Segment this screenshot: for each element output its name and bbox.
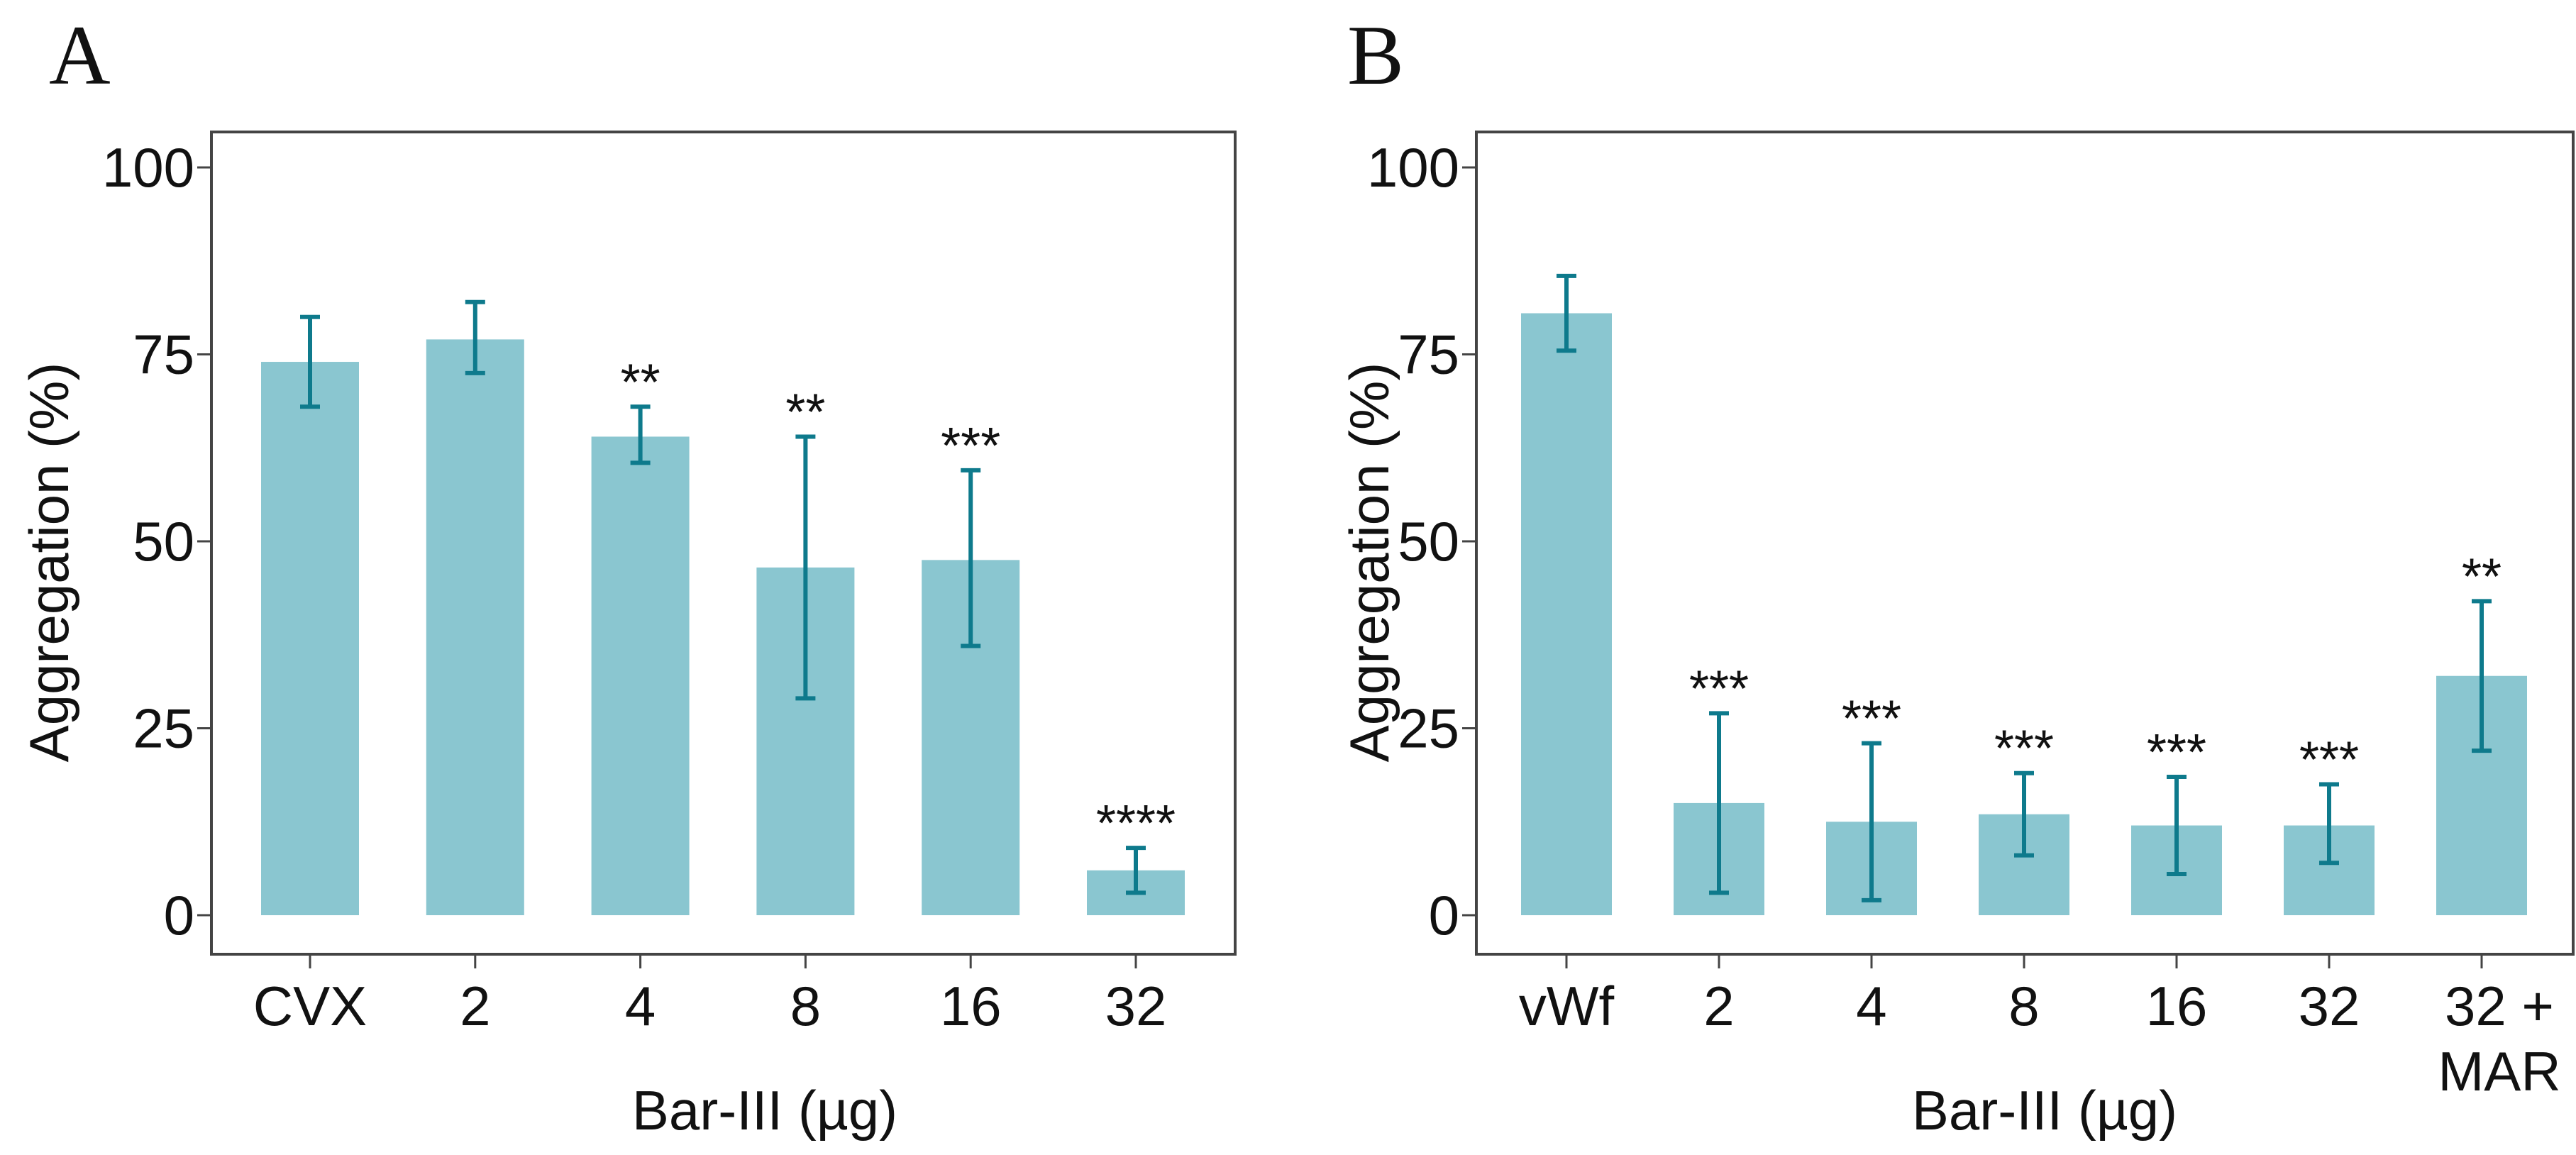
y-tick-label: 50 [133, 510, 194, 573]
panel-label: B [1347, 8, 1404, 102]
y-tick-label: 75 [133, 324, 194, 386]
x-tick-label: 4 [625, 975, 656, 1037]
x-tick-label: 16 [940, 975, 1002, 1037]
plot-frame [210, 131, 1237, 956]
significance-label: *** [2299, 732, 2359, 789]
x-axis-title: Bar-III (µg) [632, 1079, 897, 1142]
y-tick-label: 0 [1429, 884, 1459, 946]
x-tick-label: vWf [1519, 975, 1615, 1037]
x-tick-label: 32 + MAR [2438, 975, 2560, 1102]
significance-label: ** [621, 354, 660, 411]
y-axis-title: Aggregation (%) [18, 363, 80, 763]
x-tick-label-line: MAR [2438, 1040, 2560, 1102]
x-tick-label: 32 [1105, 975, 1167, 1037]
significance-label: *** [1842, 691, 1901, 748]
bar [426, 339, 524, 915]
significance-label: *** [1994, 721, 2054, 778]
significance-label: *** [1689, 661, 1749, 717]
y-tick-label: 50 [1398, 510, 1459, 573]
x-tick-label-line: 32 [2299, 975, 2360, 1037]
x-tick-label-line: 32 [1105, 975, 1167, 1037]
x-tick-label: 8 [790, 975, 821, 1037]
significance-label: *** [2147, 724, 2206, 781]
y-tick-label: 75 [1398, 324, 1459, 386]
x-tick-label-line: 8 [790, 975, 821, 1037]
x-tick-label: 32 [2299, 975, 2360, 1037]
y-tick-label: 100 [102, 136, 194, 199]
significance-label: ** [2462, 548, 2502, 605]
y-tick-label: 25 [1398, 697, 1459, 760]
x-tick-label: 2 [1703, 975, 1734, 1037]
panel-b: B 0 25 50 75 100 vWf *** 2 *** 4 *** 8 *** 16 *** 32 ** 32… [1338, 8, 2575, 1142]
x-tick-label: CVX [253, 975, 367, 1037]
panel-a: A 0 25 50 75 100 CVX 2 ** 4 ** 8 *** 16 **** 32 Aggregat… [18, 8, 1237, 1142]
x-axis-title: Bar-III (µg) [1912, 1079, 2177, 1142]
y-axis-title: Aggregation (%) [1338, 363, 1400, 763]
panel-label: A [49, 8, 111, 102]
x-tick-label: 4 [1856, 975, 1886, 1037]
x-tick-label-line: 16 [2146, 975, 2208, 1037]
x-tick-label-line: vWf [1519, 975, 1615, 1037]
bar [261, 362, 359, 915]
bar [591, 436, 690, 915]
x-tick-label: 8 [2008, 975, 2039, 1037]
x-tick-label: 16 [2146, 975, 2208, 1037]
significance-label: **** [1096, 795, 1176, 852]
y-tick-label: 0 [164, 884, 194, 946]
y-tick-label: 100 [1367, 136, 1459, 199]
x-tick-label-line: 2 [460, 975, 490, 1037]
significance-label: *** [941, 418, 1000, 475]
x-tick-label-line: 4 [625, 975, 656, 1037]
y-tick-label: 25 [133, 697, 194, 760]
x-tick-label-line: 4 [1856, 975, 1886, 1037]
significance-label: ** [785, 384, 825, 441]
x-tick-label-line: 16 [940, 975, 1002, 1037]
x-tick-label-line: 2 [1703, 975, 1734, 1037]
bar [1521, 313, 1612, 915]
x-tick-label-line: 8 [2008, 975, 2039, 1037]
x-tick-label-line: 32 + [2445, 975, 2554, 1037]
x-tick-label-line: CVX [253, 975, 367, 1037]
x-tick-label: 2 [460, 975, 490, 1037]
